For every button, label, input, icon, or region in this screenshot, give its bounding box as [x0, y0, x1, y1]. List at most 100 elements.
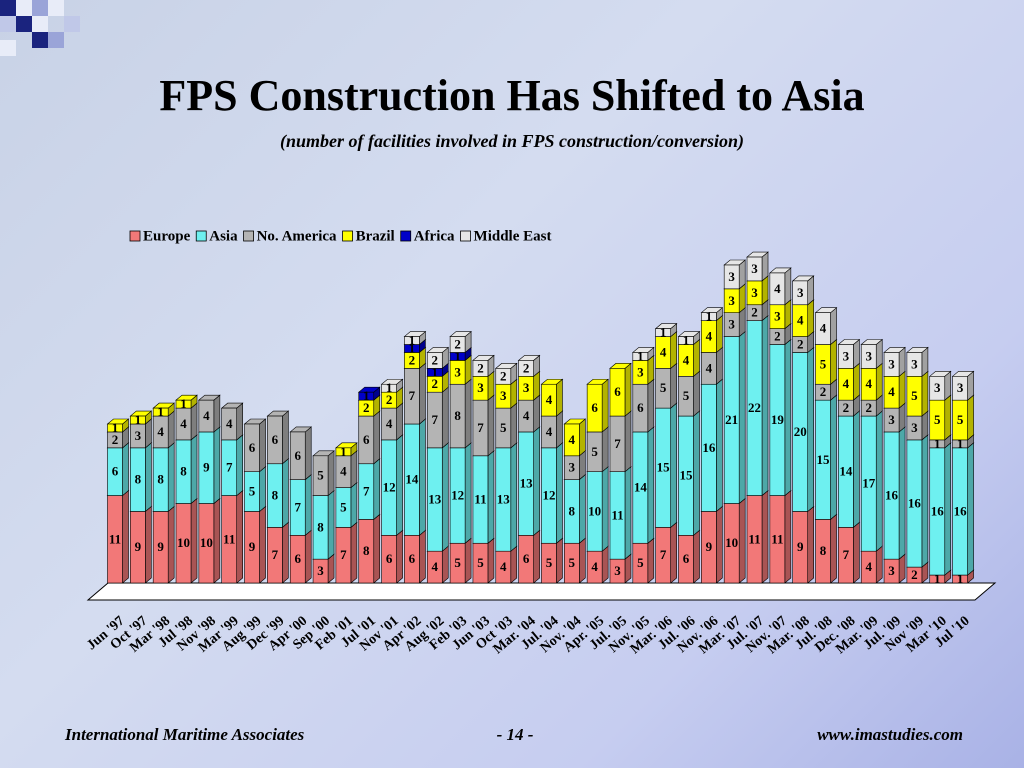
data-label: 4 [500, 559, 507, 574]
footer-center: - 14 - [497, 725, 534, 744]
bar-side [464, 537, 472, 584]
data-label: 11 [474, 492, 486, 507]
bar-side [327, 450, 335, 497]
bar-side [875, 410, 883, 552]
data-label: 2 [363, 400, 370, 415]
data-label: 11 [771, 531, 783, 546]
data-label: 1 [432, 364, 439, 379]
footer-left: International Maritime Associates [64, 725, 305, 744]
bar-side [967, 394, 974, 441]
data-label: 20 [794, 424, 807, 439]
data-label: 6 [112, 464, 119, 479]
legend-label: Middle East [474, 228, 552, 244]
bar-side [213, 497, 221, 584]
data-label: 12 [542, 488, 555, 503]
data-label: 1 [180, 396, 187, 411]
legend-swatch [400, 230, 412, 242]
legend-label: Brazil [356, 228, 395, 244]
data-label: 4 [203, 408, 210, 423]
data-label: 4 [386, 416, 393, 431]
bar-side [464, 378, 472, 449]
data-label: 8 [135, 472, 142, 487]
data-label: 7 [432, 412, 439, 427]
bar-side [464, 442, 472, 544]
bar-side [578, 537, 586, 584]
bar-side [510, 545, 518, 584]
corner-decoration [0, 0, 80, 56]
bar-side [898, 426, 906, 560]
bar-segment [792, 280, 809, 306]
bar-segment [632, 352, 649, 361]
data-label: 8 [820, 543, 827, 558]
data-label: 3 [751, 261, 758, 276]
data-label: 1 [112, 420, 119, 435]
bar-side [167, 410, 175, 449]
data-label: 8 [454, 408, 461, 423]
chart-floor [86, 582, 997, 601]
bar-side [556, 537, 563, 584]
data-label: 10 [200, 535, 213, 550]
bar-side [784, 489, 792, 584]
bar-side [830, 513, 837, 584]
data-label: 15 [657, 460, 671, 475]
bar-segment [495, 368, 512, 385]
data-label: 3 [135, 428, 142, 443]
data-label: 5 [911, 388, 918, 403]
data-label: 9 [157, 539, 164, 554]
bar-side [967, 442, 974, 576]
data-label: 6 [683, 551, 690, 566]
bar-segment [518, 360, 534, 377]
data-label: 6 [409, 551, 416, 566]
bar-side [419, 529, 426, 584]
bar-side [578, 418, 586, 457]
data-label: 9 [797, 539, 804, 554]
bar-side [259, 466, 266, 513]
data-label: 3 [911, 420, 918, 435]
data-label: 9 [249, 539, 256, 554]
data-label: 5 [454, 555, 461, 570]
bar-segment [449, 336, 466, 353]
bar-side [670, 402, 677, 528]
data-label: 3 [957, 380, 964, 395]
bar-side [601, 545, 609, 584]
data-label: 3 [454, 364, 461, 379]
data-label: 15 [680, 468, 694, 483]
data-label: 5 [569, 555, 576, 570]
bar-side [373, 410, 381, 465]
data-label: 1 [637, 348, 644, 363]
bar-segment [267, 415, 283, 465]
bar-side [578, 474, 586, 544]
bar-side [830, 338, 837, 385]
data-label: 4 [797, 313, 804, 328]
data-label: 8 [317, 519, 324, 534]
data-label: 3 [934, 380, 941, 395]
data-label: 6 [614, 384, 621, 399]
data-label: 4 [888, 384, 895, 399]
bar-side [716, 315, 723, 354]
bar-side [716, 346, 723, 385]
data-label: 6 [386, 551, 393, 566]
bar-segment [678, 336, 694, 345]
legend: Europe Asia No. America Brazil Africa Middle … [129, 228, 552, 244]
bar-side [533, 426, 540, 536]
bar-side [716, 505, 723, 584]
bar-segment [472, 360, 489, 377]
data-label: 1 [157, 404, 164, 419]
data-label: 1 [706, 309, 713, 324]
data-label: 13 [497, 492, 511, 507]
data-label: 3 [728, 269, 735, 284]
data-label: 10 [725, 535, 738, 550]
data-label: 6 [591, 400, 598, 415]
chart-subtitle: (number of facilities involved in FPS co… [280, 131, 744, 152]
data-label: 11 [109, 531, 121, 546]
bar-side [236, 402, 243, 441]
bar-side [304, 474, 312, 536]
bar-segment [929, 375, 946, 401]
data-label: 2 [409, 352, 416, 367]
bar-side [670, 362, 677, 409]
bar-segment [723, 264, 740, 290]
data-label: 3 [637, 364, 644, 379]
bar-segment [701, 312, 717, 321]
data-label: 5 [477, 555, 484, 570]
data-label: 3 [614, 563, 621, 578]
